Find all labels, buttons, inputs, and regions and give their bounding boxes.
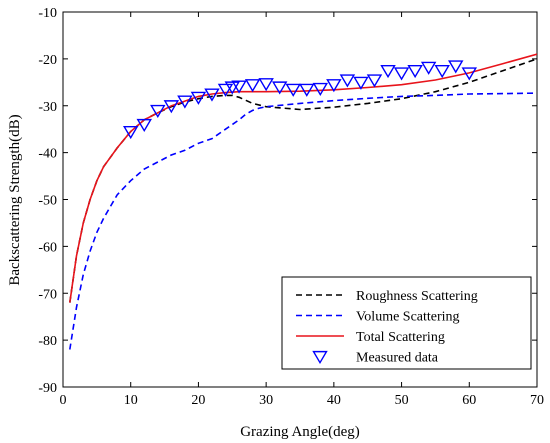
y-tick-label: -40 [38, 147, 57, 162]
legend-label: Roughness Scattering [356, 289, 478, 304]
total-scattering-line [69, 53, 537, 303]
measured-data-point [271, 81, 288, 95]
legend-marker-measured-data [312, 350, 328, 365]
measured-data-point [177, 95, 193, 109]
x-tick-label: 0 [60, 393, 67, 408]
measured-data-point [434, 65, 450, 79]
x-tick-label: 60 [462, 393, 476, 408]
measured-data-point [420, 61, 437, 75]
y-tick-label: -90 [38, 381, 57, 396]
measured-data-point [380, 65, 396, 79]
measured-data-point [163, 100, 180, 114]
legend-box [281, 276, 532, 370]
y-tick-label: -70 [38, 287, 57, 302]
y-tick-label: -10 [38, 6, 57, 21]
y-axis-label: Backscattering Strength(dB) [7, 114, 23, 285]
y-tick-label: -60 [38, 240, 57, 255]
measured-data-point [326, 79, 342, 93]
y-tick-label: -20 [38, 53, 57, 68]
measured-data-point [366, 74, 383, 88]
x-tick-label: 70 [530, 393, 544, 408]
measured-data-point [448, 60, 464, 74]
x-tick-label: 50 [395, 393, 409, 408]
measured-data-point [339, 74, 356, 88]
x-tick-label: 20 [191, 393, 205, 408]
measured-data-point [393, 67, 410, 81]
y-tick-label: -80 [38, 334, 57, 349]
measured-data-point [136, 118, 152, 133]
x-axis-label: Grazing Angle(deg) [240, 424, 360, 440]
legend-label: Total Scattering [356, 330, 445, 345]
measured-data-point [312, 82, 329, 96]
x-tick-label: 40 [327, 393, 341, 408]
y-tick-label: -50 [38, 194, 57, 209]
measured-data-point [122, 125, 139, 140]
measured-data-point [299, 83, 315, 97]
measured-data-point [461, 67, 478, 81]
measured-data-point [190, 91, 207, 105]
series-layer [69, 53, 537, 350]
measured-data-point [224, 81, 241, 95]
measured-data-point [244, 79, 261, 93]
legend: Roughness Scattering Volume Scattering Tot… [281, 276, 532, 370]
measured-data-point [217, 83, 234, 97]
x-tick-label: 10 [124, 393, 138, 408]
measured-data-point [407, 65, 423, 79]
measured-data-point [258, 78, 274, 92]
measured-data-point [353, 76, 369, 90]
legend-label: Volume Scattering [356, 310, 460, 325]
measured-data-point [285, 83, 301, 97]
x-tick-label: 30 [259, 393, 273, 408]
measured-data-point [231, 80, 247, 94]
legend-label: Measured data [356, 351, 439, 366]
measured-data-point [204, 88, 220, 102]
y-tick-label: -30 [38, 100, 57, 115]
measured-data-point [150, 104, 166, 118]
volume-scattering-line [69, 92, 537, 350]
markers-layer [122, 60, 478, 140]
axis-ticks: 0 10 20 30 40 50 60 70 -90 -80 -70 -60 -50 -40 -30 -20 -… [38, 6, 544, 408]
